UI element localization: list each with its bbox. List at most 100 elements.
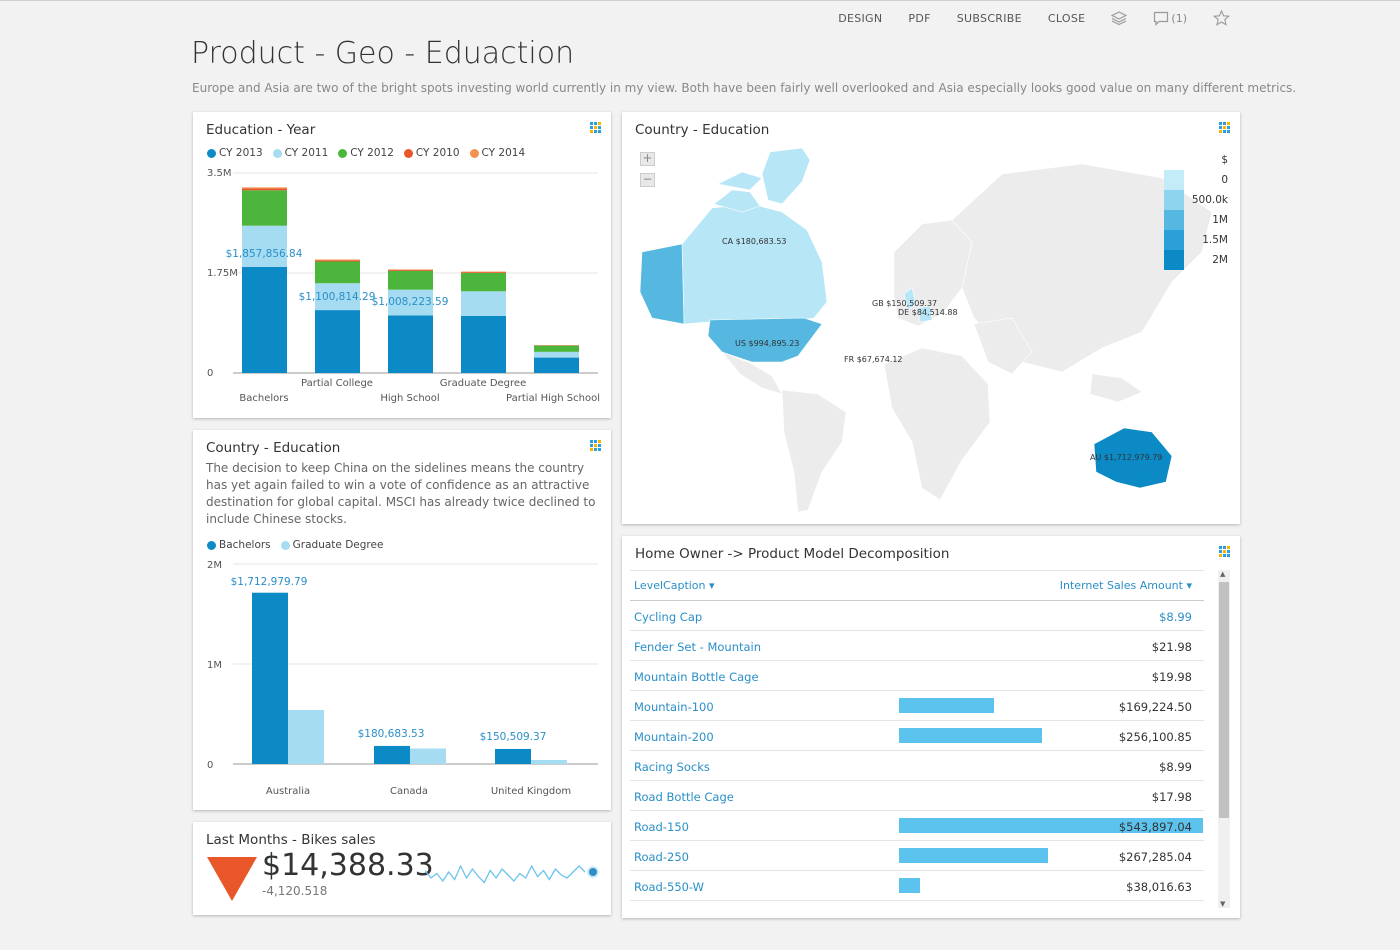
map-region-alaska[interactable]	[639, 243, 685, 325]
row-value-bar	[899, 728, 1043, 743]
bar[interactable]	[410, 748, 446, 765]
map-region-germany[interactable]	[917, 305, 933, 323]
map-region-middle-east[interactable]	[973, 317, 1033, 375]
row-level-caption[interactable]: Mountain-200	[634, 730, 714, 744]
bar-segment[interactable]	[461, 271, 506, 273]
table-row[interactable]: Road-250 $267,285.04	[630, 841, 1204, 871]
bar-segment[interactable]	[242, 188, 287, 191]
zoom-out-button[interactable]: −	[640, 173, 655, 187]
row-value-bar	[899, 698, 994, 713]
legend-item[interactable]: CY 2012	[338, 147, 394, 159]
row-level-caption[interactable]: Mountain Bottle Cage	[634, 670, 759, 684]
map-region-canada[interactable]	[681, 203, 828, 325]
table-row[interactable]: Mountain-200 $256,100.85	[630, 721, 1204, 751]
bar-segment[interactable]	[315, 283, 360, 311]
row-level-caption[interactable]: Mountain-100	[634, 700, 714, 714]
favorite-star-icon[interactable]	[1213, 10, 1230, 26]
legend-item[interactable]: Bachelors	[207, 539, 271, 551]
scrollbar-thumb[interactable]	[1219, 582, 1229, 818]
map-region-usa[interactable]	[707, 317, 823, 363]
bar-segment[interactable]	[461, 315, 506, 373]
table-row[interactable]: Road-550-W $38,016.63	[630, 871, 1204, 901]
zoom-in-button[interactable]: +	[640, 152, 655, 166]
map-label-gb: GB $150,509.37	[872, 299, 937, 308]
table-row[interactable]: Fender Set - Mountain $21.98	[630, 631, 1204, 661]
bar[interactable]	[252, 592, 288, 764]
bar-segment[interactable]	[388, 269, 433, 271]
bar-segment[interactable]	[242, 225, 287, 267]
bar-segment[interactable]	[315, 260, 360, 262]
table-row[interactable]: Racing Socks $8.99	[630, 751, 1204, 781]
data-label: $1,100,814.29	[299, 291, 376, 303]
map-region-southeast-asia[interactable]	[1089, 373, 1143, 403]
bar[interactable]	[288, 710, 324, 764]
legend-item[interactable]: CY 2014	[469, 147, 525, 159]
x-tick-label: Partial High School	[506, 393, 600, 404]
legend-item[interactable]: CY 2011	[272, 147, 328, 159]
subscribe-button[interactable]: SUBSCRIBE	[956, 11, 1022, 25]
bar-segment[interactable]	[461, 273, 506, 292]
scroll-up-arrow-icon[interactable]: ▲	[1220, 570, 1226, 578]
map-region-greenland[interactable]	[761, 147, 811, 205]
close-button[interactable]: CLOSE	[1047, 11, 1086, 25]
map-region-asia[interactable]	[951, 163, 1213, 373]
map-region-uk[interactable]	[903, 287, 917, 311]
map-region-tasmania[interactable]	[1144, 478, 1150, 486]
pdf-button[interactable]: PDF	[908, 11, 931, 25]
table-row[interactable]: Cycling Cap $8.99	[630, 601, 1204, 631]
column-header-levelcaption[interactable]: LevelCaption ▾	[634, 579, 715, 592]
column-header-sales[interactable]: Internet Sales Amount ▾	[1059, 579, 1192, 592]
table-row[interactable]: Mountain-100 $169,224.50	[630, 691, 1204, 721]
design-button[interactable]: DESIGN	[838, 11, 883, 25]
row-level-caption[interactable]: Road-550-W	[634, 880, 705, 894]
bar-segment[interactable]	[534, 351, 579, 358]
widget-menu-icon[interactable]	[590, 440, 601, 451]
x-tick-label: Partial College	[301, 378, 373, 389]
row-sales-amount: $267,285.04	[1118, 850, 1192, 864]
bar-segment[interactable]	[461, 272, 506, 273]
bar-segment[interactable]	[242, 266, 287, 373]
bar-segment[interactable]	[388, 269, 433, 270]
table-row[interactable]: Mountain Bottle Cage $19.98	[630, 661, 1204, 691]
bar-segment[interactable]	[315, 259, 360, 261]
scroll-down-arrow-icon[interactable]: ▼	[1220, 900, 1226, 908]
vertical-scrollbar[interactable]: ▲ ▼	[1218, 570, 1230, 908]
comments-button[interactable]: (1)	[1153, 11, 1187, 26]
bar-segment[interactable]	[388, 289, 433, 316]
bar-segment[interactable]	[534, 357, 579, 373]
map-region-south-america[interactable]	[781, 389, 847, 513]
row-level-caption[interactable]: Road-150	[634, 820, 689, 834]
bar-segment[interactable]	[534, 345, 579, 352]
legend-item[interactable]: Graduate Degree	[280, 539, 383, 551]
bar-segment[interactable]	[242, 190, 287, 226]
map-region-arctic-islands[interactable]	[713, 171, 763, 213]
row-level-caption[interactable]: Road Bottle Cage	[634, 790, 734, 804]
legend-item[interactable]: CY 2013	[207, 147, 263, 159]
row-level-caption[interactable]: Road-250	[634, 850, 689, 864]
row-level-caption[interactable]: Fender Set - Mountain	[634, 640, 762, 654]
bar-segment[interactable]	[388, 315, 433, 373]
row-level-caption[interactable]: Racing Socks	[634, 760, 710, 774]
widget-menu-icon[interactable]	[590, 122, 601, 133]
table-row[interactable]: Road-150 $543,897.04	[630, 811, 1204, 841]
map-legend-row: 0	[1164, 170, 1228, 190]
sparkline-end-dot	[587, 866, 599, 878]
row-level-caption[interactable]: Cycling Cap	[634, 610, 703, 624]
layers-icon[interactable]	[1111, 10, 1128, 26]
bar-segment[interactable]	[315, 261, 360, 284]
widget-menu-icon[interactable]	[1219, 546, 1230, 557]
map-region-africa[interactable]	[883, 347, 991, 501]
legend-item[interactable]: CY 2010	[403, 147, 460, 159]
kpi-delta: -4,120.518	[262, 884, 328, 898]
y-tick-label: 1M	[207, 660, 222, 671]
bar-segment[interactable]	[388, 270, 433, 290]
bar[interactable]	[531, 760, 567, 764]
bar[interactable]	[495, 748, 531, 764]
bar[interactable]	[374, 745, 410, 764]
bar-segment[interactable]	[315, 310, 360, 373]
widget-menu-icon[interactable]	[1219, 122, 1230, 133]
table-row[interactable]: Road Bottle Cage $17.98	[630, 781, 1204, 811]
map-region-australia[interactable]	[1093, 427, 1173, 489]
bar-segment[interactable]	[242, 187, 287, 189]
bar-segment[interactable]	[461, 291, 506, 316]
